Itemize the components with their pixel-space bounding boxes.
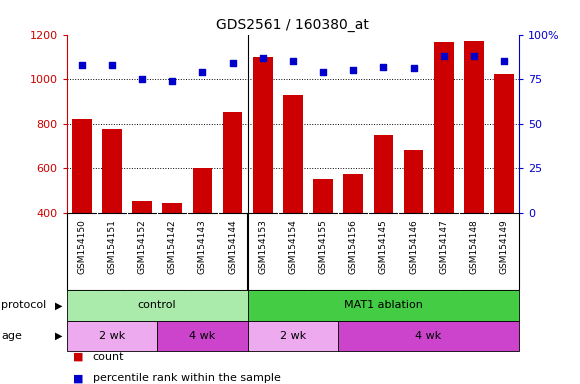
- Bar: [67, 213, 519, 290]
- Point: [499, 58, 509, 65]
- Point: [409, 65, 418, 71]
- Bar: [434, 42, 454, 303]
- Text: GSM154154: GSM154154: [288, 219, 298, 274]
- Text: ▶: ▶: [55, 300, 63, 310]
- Text: GSM154151: GSM154151: [107, 219, 117, 274]
- Bar: [343, 174, 363, 303]
- Text: GSM154156: GSM154156: [349, 219, 358, 274]
- Point: [349, 67, 358, 73]
- Text: 2 wk: 2 wk: [99, 331, 125, 341]
- Bar: [193, 169, 212, 303]
- Text: GSM154143: GSM154143: [198, 219, 207, 274]
- Bar: [72, 119, 92, 303]
- Point: [107, 62, 117, 68]
- Bar: [223, 112, 242, 303]
- Text: GSM154152: GSM154152: [137, 219, 147, 274]
- Bar: [157, 321, 248, 351]
- Bar: [248, 290, 519, 321]
- Text: 4 wk: 4 wk: [415, 331, 442, 341]
- Text: GSM154148: GSM154148: [469, 219, 478, 274]
- Title: GDS2561 / 160380_at: GDS2561 / 160380_at: [216, 18, 369, 32]
- Text: percentile rank within the sample: percentile rank within the sample: [93, 373, 281, 383]
- Bar: [132, 201, 152, 303]
- Text: GSM154150: GSM154150: [77, 219, 86, 274]
- Text: ▶: ▶: [55, 331, 63, 341]
- Text: GSM154142: GSM154142: [168, 219, 177, 274]
- Text: GSM154149: GSM154149: [499, 219, 509, 274]
- Point: [379, 64, 388, 70]
- Point: [439, 53, 448, 59]
- Text: GSM154153: GSM154153: [258, 219, 267, 274]
- Bar: [338, 321, 519, 351]
- Bar: [313, 179, 333, 303]
- Bar: [283, 95, 303, 303]
- Bar: [102, 129, 122, 303]
- Point: [77, 62, 86, 68]
- Bar: [374, 135, 393, 303]
- Bar: [494, 74, 514, 303]
- Text: ■: ■: [72, 373, 83, 383]
- Bar: [162, 203, 182, 303]
- Text: 2 wk: 2 wk: [280, 331, 306, 341]
- Bar: [464, 41, 484, 303]
- Text: MAT1 ablation: MAT1 ablation: [344, 300, 423, 310]
- Point: [318, 69, 328, 75]
- Bar: [248, 321, 338, 351]
- Text: age: age: [1, 331, 22, 341]
- Bar: [404, 149, 423, 303]
- Text: GSM154144: GSM154144: [228, 219, 237, 274]
- Text: GSM154147: GSM154147: [439, 219, 448, 274]
- Text: GSM154146: GSM154146: [409, 219, 418, 274]
- Text: protocol: protocol: [1, 300, 46, 310]
- Text: control: control: [138, 300, 176, 310]
- Text: GSM154155: GSM154155: [318, 219, 328, 274]
- Point: [198, 69, 207, 75]
- Text: ■: ■: [72, 352, 83, 362]
- Point: [258, 55, 267, 61]
- Point: [137, 76, 147, 82]
- Text: 4 wk: 4 wk: [189, 331, 216, 341]
- Point: [288, 58, 298, 65]
- Bar: [253, 57, 273, 303]
- Bar: [67, 321, 157, 351]
- Text: GSM154145: GSM154145: [379, 219, 388, 274]
- Point: [469, 53, 478, 59]
- Text: count: count: [93, 352, 124, 362]
- Bar: [67, 290, 248, 321]
- Point: [168, 78, 177, 84]
- Point: [228, 60, 237, 66]
